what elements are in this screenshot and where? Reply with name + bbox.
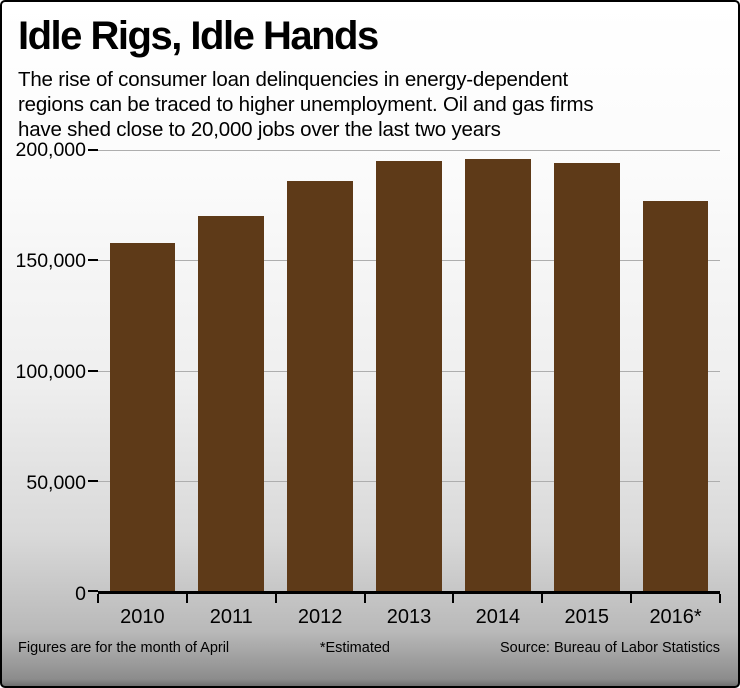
y-tick-label: 0 (75, 583, 86, 606)
bar-slot (365, 150, 454, 592)
bars (98, 150, 720, 592)
y-tick (88, 479, 98, 482)
y-axis: 0 50,000 100,000 150,000 200,000 (2, 139, 98, 605)
y-tick (88, 590, 98, 593)
x-axis-labels: 2010 2011 2012 2013 2014 2015 2016* (98, 598, 720, 628)
x-tick-label: 2016* (649, 606, 702, 629)
bar-2013 (376, 161, 442, 592)
y-tick-label: 50,000 (26, 472, 86, 495)
x-tick-label: 2014 (475, 606, 521, 629)
bar-slot (542, 150, 631, 592)
x-tick-label: 2011 (209, 606, 253, 629)
bar-2016 (642, 200, 709, 592)
x-tick-label: 2012 (297, 606, 343, 629)
page-title: Idle Rigs, Idle Hands (18, 14, 379, 58)
footnote-estimated: *Estimated (319, 640, 390, 657)
footnote-month: Figures are for the month of April (18, 640, 230, 657)
bar-2014 (464, 159, 531, 592)
bar-slot (98, 150, 187, 592)
bar-2011 (198, 216, 265, 592)
x-tick-label: 2013 (386, 606, 432, 629)
bar-slot (453, 150, 542, 592)
plot-area (88, 149, 721, 604)
y-tick-label: 100,000 (15, 361, 87, 384)
bar-2010 (109, 242, 176, 592)
footnote-source: Source: Bureau of Labor Statistics (499, 640, 720, 657)
y-tick-label: 200,000 (15, 139, 87, 162)
bar-chart: 0 50,000 100,000 150,000 200,000 2010 2011 201… (2, 139, 721, 628)
x-tick-label: 2015 (564, 606, 609, 629)
y-tick (88, 369, 98, 372)
y-tick (88, 259, 98, 262)
y-tick-label: 150,000 (15, 250, 87, 273)
gridline (98, 150, 720, 152)
bar-slot (276, 150, 365, 592)
bar-slot (631, 150, 720, 592)
chart-footnotes: Figures are for the month of April *Esti… (18, 640, 720, 656)
chart-subtitle: The rise of consumer loan delinquencies … (18, 68, 594, 142)
y-tick (88, 149, 98, 152)
bar-2012 (287, 181, 354, 592)
bar-slot (187, 150, 276, 592)
chart-header: Idle Rigs, Idle Hands The rise of consum… (2, 2, 738, 142)
x-tick-label: 2010 (120, 606, 165, 629)
bar-2015 (553, 163, 620, 592)
